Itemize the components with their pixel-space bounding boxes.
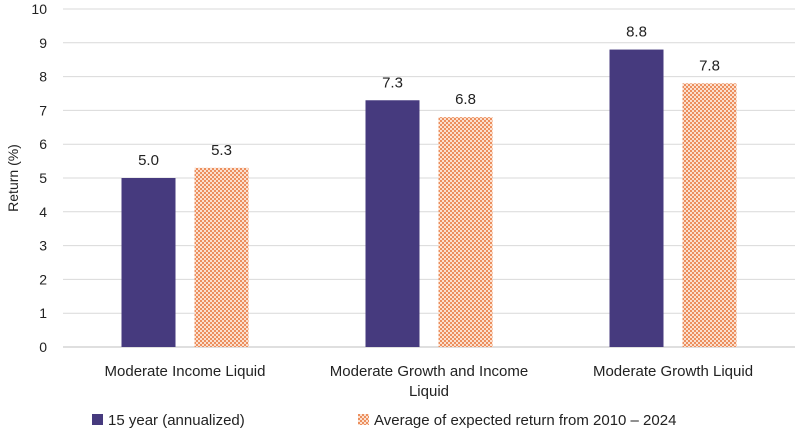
y-tick-label: 6	[39, 136, 47, 152]
legend-label-2: Average of expected return from 2010 – 2…	[374, 412, 676, 429]
data-label: 8.8	[626, 24, 647, 41]
data-label: 5.3	[211, 142, 232, 159]
bar-1-1	[121, 178, 176, 347]
y-tick-label: 4	[39, 204, 47, 220]
x-tick-label: Moderate Growth Liquid	[593, 363, 753, 380]
bar-2-3	[682, 83, 737, 348]
bar-1-2	[365, 100, 420, 347]
data-labels: 5.0 5.3 7.3 6.8 8.8 7.8	[138, 24, 720, 169]
legend-swatch-1	[92, 414, 103, 425]
legend-label-1: 15 year (annualized)	[108, 412, 245, 429]
y-tick-label: 8	[39, 69, 47, 85]
y-tick-label: 5	[39, 170, 47, 186]
x-tick-label: Moderate Growth and Income	[330, 363, 528, 380]
y-tick-label: 1	[39, 305, 47, 321]
data-label: 5.0	[138, 152, 159, 169]
y-axis: 0 1 2 3 4 5 6 7 8 9 10	[31, 1, 47, 355]
legend-swatch-2	[358, 414, 369, 425]
legend: 15 year (annualized) Average of expected …	[92, 412, 676, 429]
bar-2-2	[438, 117, 493, 347]
bars	[121, 49, 737, 348]
y-axis-label: Return (%)	[5, 144, 21, 212]
y-tick-label: 10	[31, 1, 47, 17]
gridlines	[63, 8, 795, 348]
x-tick-label: Moderate Income Liquid	[105, 363, 266, 380]
y-tick-label: 7	[39, 102, 47, 118]
bar-2-1	[194, 167, 249, 347]
bar-1-3	[609, 49, 664, 348]
y-tick-label: 3	[39, 238, 47, 254]
y-tick-label: 9	[39, 35, 47, 51]
x-tick-label: Liquid	[409, 383, 449, 400]
y-tick-label: 2	[39, 271, 47, 287]
x-axis: Moderate Income Liquid Moderate Growth an…	[105, 363, 754, 400]
data-label: 6.8	[455, 91, 476, 108]
data-label: 7.8	[699, 57, 720, 74]
data-label: 7.3	[382, 74, 403, 91]
y-tick-label: 0	[39, 339, 47, 355]
